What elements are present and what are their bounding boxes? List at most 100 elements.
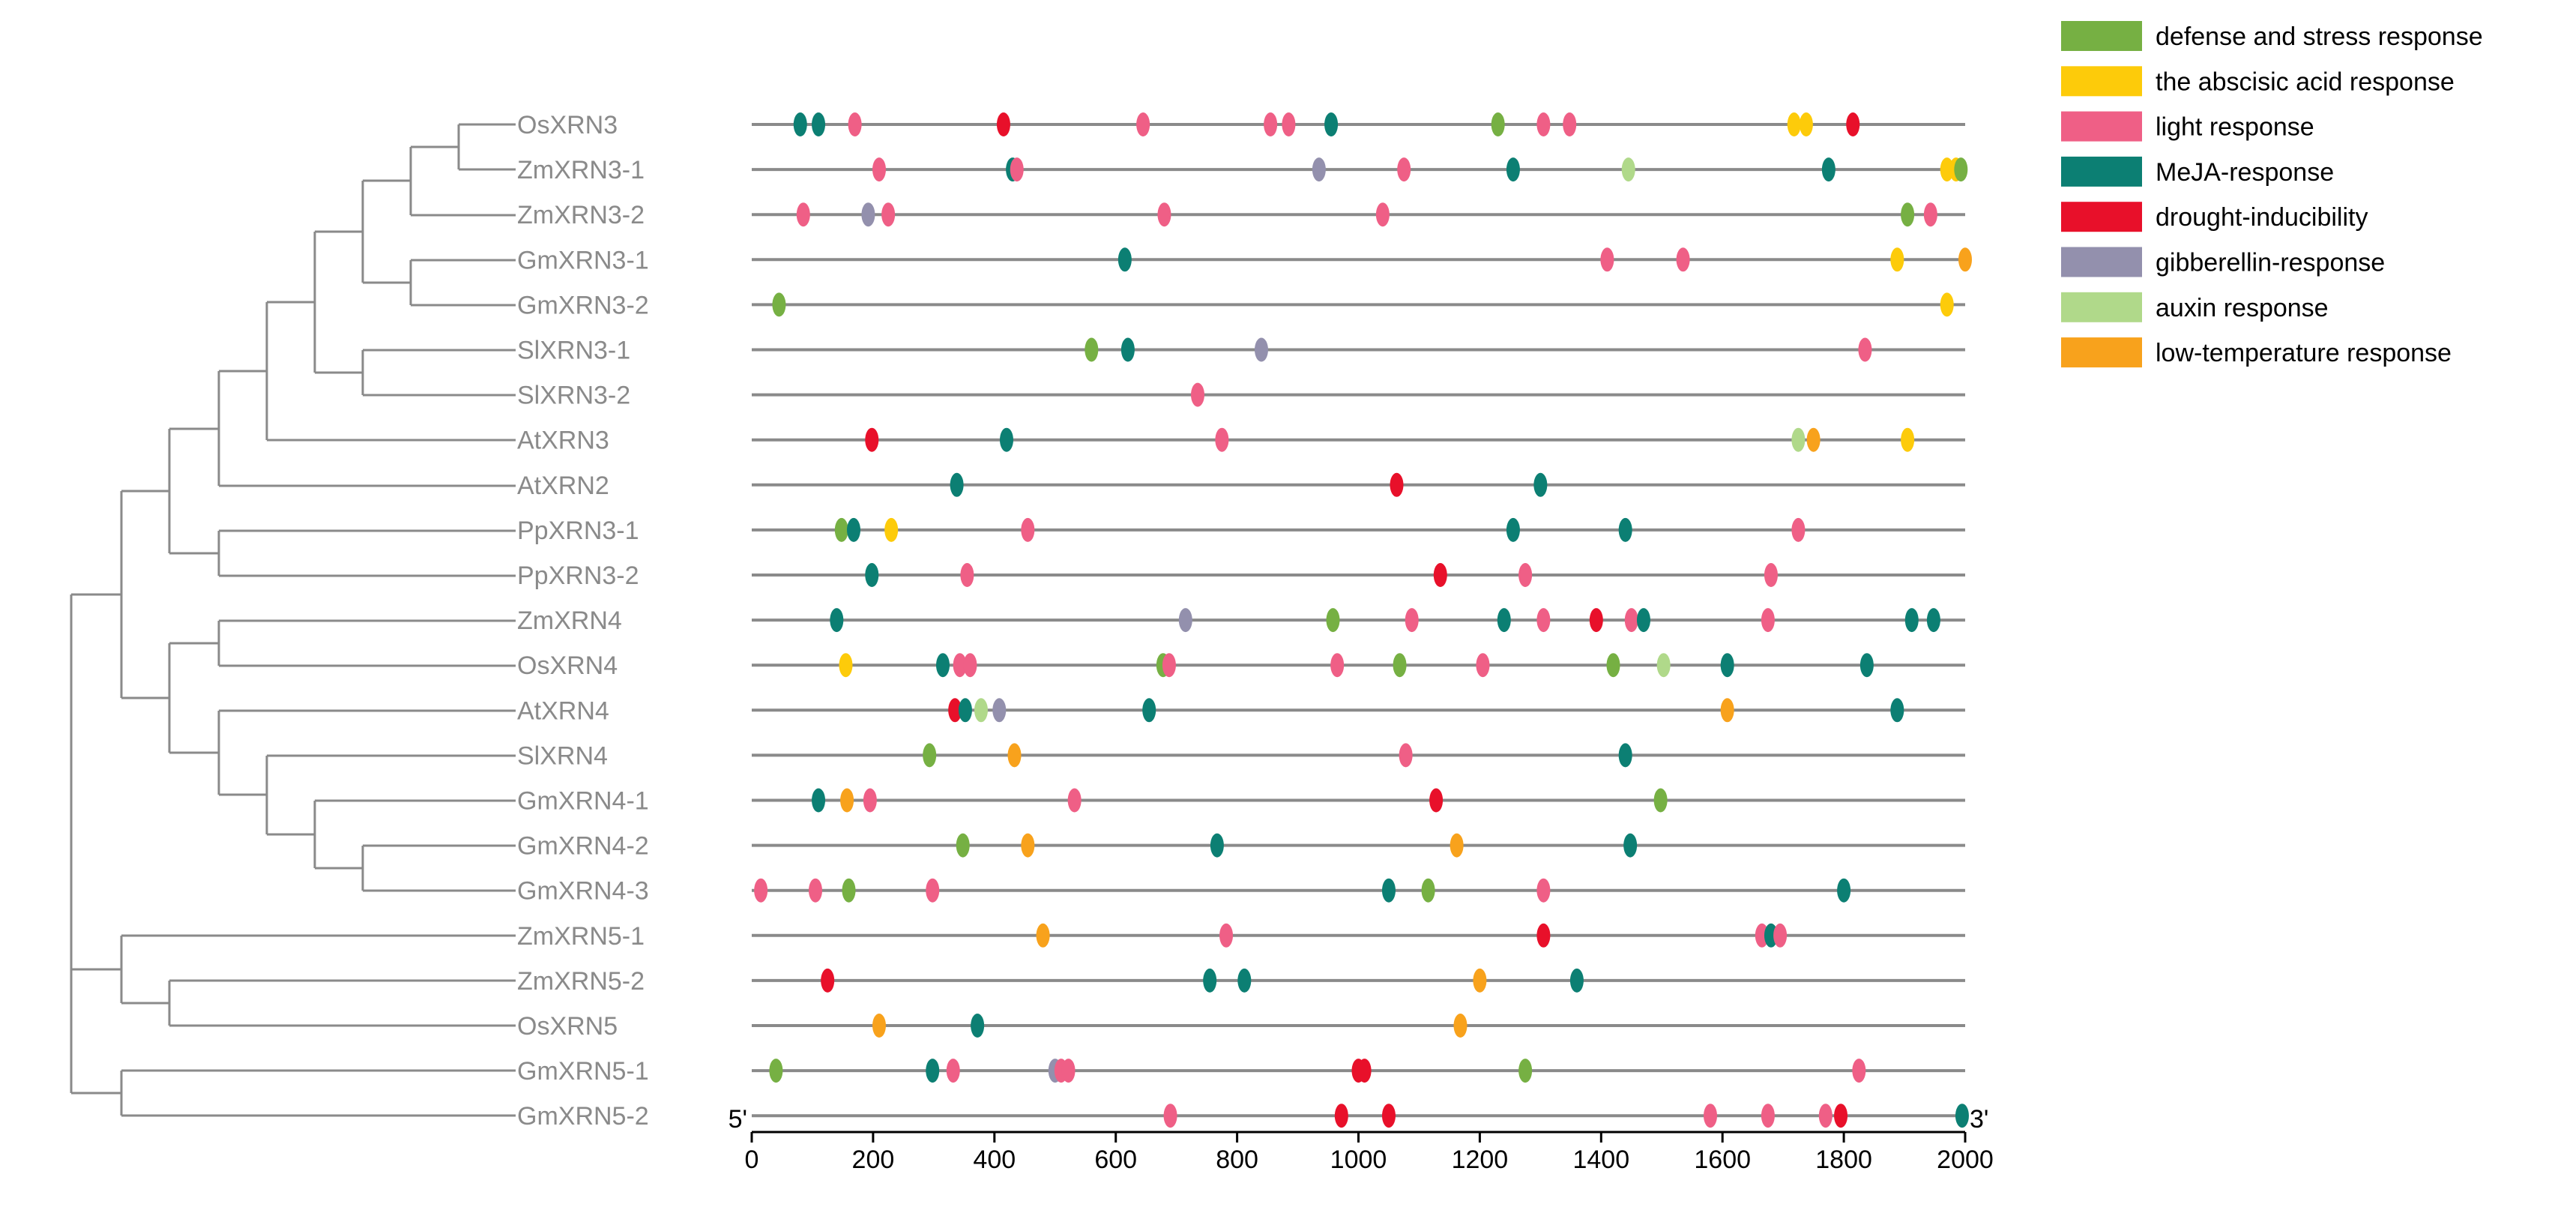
cis-element-meja bbox=[1821, 157, 1836, 182]
gene-label: ZmXRN4 bbox=[517, 607, 622, 635]
cis-element-lowtemp bbox=[872, 1014, 886, 1038]
cis-element-drought bbox=[1846, 112, 1860, 136]
cis-element-auxin bbox=[1656, 653, 1671, 678]
cis-element-light bbox=[1375, 202, 1390, 227]
cis-element-lowtemp bbox=[1453, 1014, 1468, 1038]
cis-element-meja bbox=[1381, 878, 1396, 903]
cis-element-defense bbox=[1901, 202, 1915, 227]
cis-element-aba bbox=[1940, 292, 1954, 317]
tree-branch bbox=[361, 349, 516, 397]
cis-element-meja bbox=[1955, 1104, 1969, 1128]
cis-element-defense bbox=[1326, 608, 1340, 633]
cis-element-light bbox=[881, 202, 896, 227]
cis-element-light bbox=[1021, 517, 1035, 542]
cis-element-light bbox=[1219, 923, 1234, 948]
cis-element-drought bbox=[821, 968, 835, 993]
cis-element-defense bbox=[1518, 1059, 1533, 1083]
x-tick-label: 400 bbox=[973, 1146, 1016, 1174]
legend-label: light response bbox=[2156, 113, 2314, 142]
cis-element-light bbox=[1157, 202, 1171, 227]
legend-label: low-temperature response bbox=[2156, 339, 2452, 367]
legend-swatch-light bbox=[2061, 111, 2142, 142]
cis-element-drought bbox=[1834, 1104, 1848, 1128]
cis-element-aba bbox=[1901, 427, 1915, 452]
cis-element-defense bbox=[1421, 878, 1435, 903]
cis-element-meja bbox=[1324, 112, 1339, 136]
legend-label: gibberellin-response bbox=[2156, 249, 2385, 277]
cis-element-meja bbox=[1618, 743, 1632, 768]
cis-element-light bbox=[1761, 1104, 1775, 1128]
cis-element-light bbox=[1067, 788, 1082, 813]
cis-element-light bbox=[863, 788, 877, 813]
cis-element-meja bbox=[1210, 833, 1224, 858]
gene-label: OsXRN3 bbox=[517, 111, 618, 139]
x-tick-label: 1400 bbox=[1572, 1146, 1629, 1174]
cis-element-light bbox=[872, 157, 886, 182]
legend-swatch-aba bbox=[2061, 66, 2142, 97]
cis-element-defense bbox=[956, 833, 970, 858]
cis-element-drought bbox=[1589, 608, 1603, 633]
legend-label: drought-inducibility bbox=[2156, 203, 2368, 232]
cis-element-light bbox=[953, 653, 967, 678]
legend-swatch-defense bbox=[2061, 21, 2142, 51]
cis-element-light bbox=[1010, 157, 1024, 182]
x-tick-label: 1200 bbox=[1452, 1146, 1509, 1174]
cis-element-light bbox=[963, 653, 977, 678]
cis-element-meja bbox=[1859, 653, 1874, 678]
cis-element-light bbox=[1852, 1059, 1866, 1083]
cis-element-meja bbox=[1237, 968, 1252, 993]
x-tick-label: 0 bbox=[745, 1146, 759, 1174]
cis-element-light bbox=[1676, 247, 1690, 272]
cis-element-drought bbox=[1334, 1104, 1348, 1128]
cis-element-light bbox=[946, 1059, 960, 1083]
cis-element-meja bbox=[1618, 517, 1632, 542]
cis-element-meja bbox=[1623, 833, 1638, 858]
cis-element-defense bbox=[772, 292, 786, 317]
tree-branch bbox=[409, 145, 516, 217]
cis-element-light bbox=[1136, 112, 1150, 136]
cis-element-drought bbox=[948, 698, 962, 723]
legend-swatch-meja bbox=[2061, 156, 2142, 187]
tree-branch bbox=[265, 754, 516, 836]
cis-element-light bbox=[1405, 608, 1419, 633]
cis-element-meja bbox=[926, 1059, 940, 1083]
gene-label: AtXRN2 bbox=[517, 472, 609, 500]
cis-element-light bbox=[808, 878, 822, 903]
cis-element-meja bbox=[1203, 968, 1217, 993]
cis-element-meja bbox=[950, 472, 964, 497]
cis-element-auxin bbox=[1791, 427, 1806, 452]
cis-element-defense bbox=[1491, 112, 1505, 136]
tree-branch bbox=[217, 709, 516, 796]
cis-element-light bbox=[1818, 1104, 1833, 1128]
legend-label: MeJA-response bbox=[2156, 158, 2334, 187]
cis-element-light bbox=[1190, 382, 1204, 407]
cis-element-light bbox=[754, 878, 768, 903]
cis-element-light bbox=[1858, 337, 1872, 362]
cis-element-meja bbox=[1117, 247, 1132, 272]
cis-element-auxin bbox=[974, 698, 988, 723]
tree-branch bbox=[168, 979, 516, 1027]
legend-swatch-gib bbox=[2061, 247, 2142, 277]
phylogenetic-tree bbox=[70, 123, 516, 1117]
gene-label: AtXRN4 bbox=[517, 696, 609, 725]
x-axis: 0 200 400 600 800 1000 1200 1400 1600 1800 2000 5' 3… bbox=[729, 1105, 1994, 1174]
tree-branch bbox=[70, 968, 121, 1095]
cis-element-light bbox=[1536, 878, 1551, 903]
cis-element-meja bbox=[846, 517, 860, 542]
cis-element-drought bbox=[865, 427, 879, 452]
gene-label: OsXRN5 bbox=[517, 1012, 618, 1041]
cis-element-lowtemp bbox=[1473, 968, 1487, 993]
cis-element-gib bbox=[1254, 337, 1268, 362]
tree-branch bbox=[70, 593, 121, 1031]
cis-element-light bbox=[1397, 157, 1411, 182]
cis-element-light bbox=[1773, 923, 1788, 948]
cis-element-meja bbox=[1636, 608, 1650, 633]
tree-branch bbox=[120, 1069, 516, 1117]
cis-element-aba bbox=[884, 517, 899, 542]
cis-element-defense bbox=[834, 517, 848, 542]
cis-element-light bbox=[1764, 563, 1778, 587]
cis-element-meja bbox=[793, 112, 807, 136]
x-tick-label: 1800 bbox=[1815, 1146, 1872, 1174]
gene-label: GmXRN5-2 bbox=[517, 1102, 649, 1131]
